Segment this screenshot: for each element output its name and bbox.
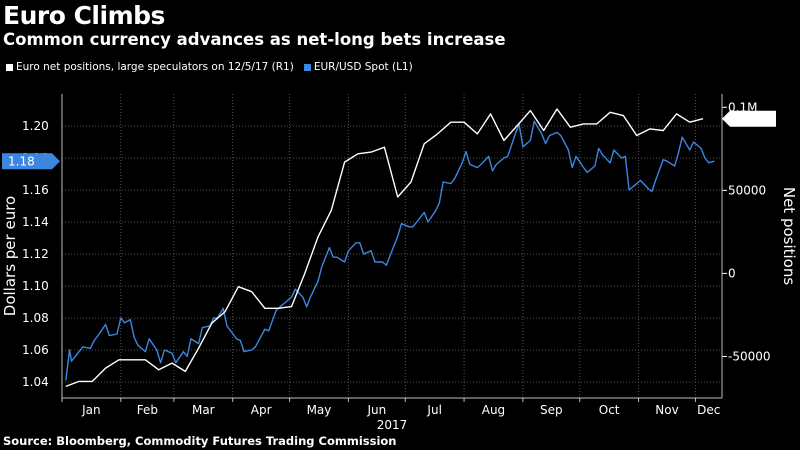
- left-tick-label: 1.16: [22, 183, 49, 197]
- net-positions-line: [65, 108, 704, 388]
- x-axis-title: 2017: [377, 418, 408, 432]
- x-tick-label: Oct: [599, 403, 620, 417]
- left-tick-label: 1.20: [22, 119, 49, 133]
- x-tick-label: Dec: [697, 403, 720, 417]
- left-tick-label: 1.06: [22, 343, 49, 357]
- x-tick-label: Apr: [251, 403, 272, 417]
- x-tick-label: Jul: [426, 403, 441, 417]
- eur-usd-last-value: 1.18: [8, 155, 35, 169]
- x-tick-label: May: [307, 403, 332, 417]
- left-tick-label: 1.12: [22, 247, 49, 261]
- left-tick-label: 1.14: [22, 215, 49, 229]
- legend-swatch-net-positions: [6, 63, 13, 71]
- legend-label-net-positions: Euro net positions, large speculators on…: [16, 61, 294, 73]
- right-tick-label: -50000: [728, 349, 771, 363]
- legend-swatch-eur-usd: [303, 63, 311, 71]
- right-tick-label: 50000: [728, 183, 766, 197]
- x-tick-label: Nov: [655, 403, 678, 417]
- eur-usd-last-tag: [2, 153, 60, 170]
- left-tick-label: 1.08: [22, 311, 49, 325]
- x-tick-label: Jun: [366, 403, 386, 417]
- right-axis-title: Net positions: [780, 187, 798, 286]
- left-tick-label: 1.04: [22, 375, 49, 389]
- chart-title: Euro Climbs: [3, 1, 165, 30]
- legend-item-net-positions: Euro net positions, large speculators on…: [6, 61, 294, 73]
- chart-legend: Euro net positions, large speculators on…: [6, 61, 423, 73]
- chart-subtitle: Common currency advances as net-long bet…: [3, 30, 506, 49]
- legend-label-eur-usd: EUR/USD Spot (L1): [313, 61, 413, 73]
- left-tick-label: 1.10: [22, 279, 49, 293]
- x-tick-label: Jan: [81, 403, 101, 417]
- legend-item-eur-usd: EUR/USD Spot (L1): [303, 61, 413, 73]
- x-tick-label: Mar: [192, 403, 215, 417]
- x-tick-label: Sep: [540, 403, 563, 417]
- x-tick-label: Aug: [482, 403, 505, 417]
- right-tick-label: 0: [728, 266, 736, 280]
- source-note: Source: Bloomberg, Commodity Futures Tra…: [3, 434, 397, 448]
- x-tick-label: Feb: [137, 403, 158, 417]
- eur-usd-line: [65, 120, 715, 381]
- left-axis-title: Dollars per euro: [1, 196, 19, 316]
- net-positions-last-tag: [722, 110, 776, 127]
- net-positions-last-value: 93106: [733, 112, 771, 126]
